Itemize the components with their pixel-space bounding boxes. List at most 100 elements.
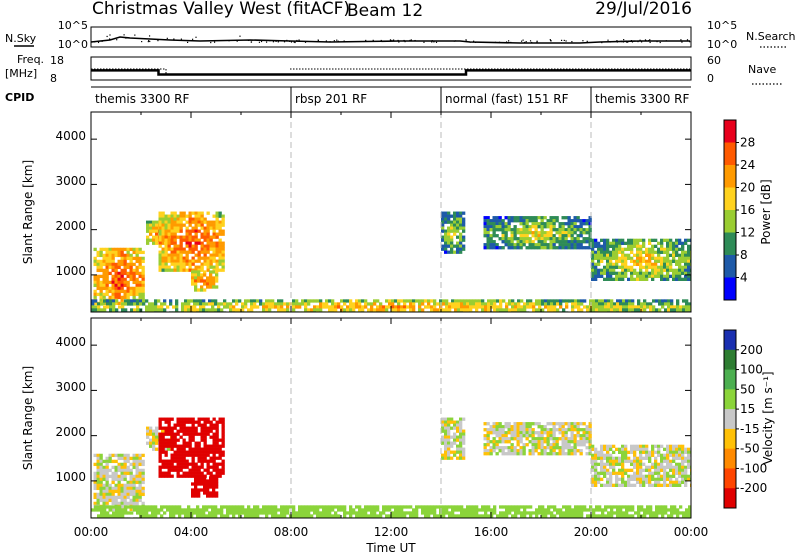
heatmap-cell	[609, 259, 613, 263]
heatmap-cell	[93, 477, 97, 482]
heatmap-cell	[564, 446, 568, 450]
heatmap-cell	[361, 299, 365, 303]
heatmap-cell	[481, 514, 485, 518]
power-ylabel: Slant Range [km]	[21, 160, 35, 264]
heatmap-cell	[96, 486, 100, 491]
heatmap-cell	[603, 465, 607, 469]
heatmap-cell	[102, 483, 106, 488]
heatmap-cell	[642, 447, 646, 451]
heatmap-cell	[684, 268, 688, 272]
heatmap-cell	[179, 447, 183, 451]
heatmap-cell	[522, 237, 526, 241]
heatmap-cell	[655, 508, 659, 512]
heatmap-cell	[109, 514, 113, 518]
heatmap-cell	[325, 505, 329, 509]
heatmap-cell	[621, 238, 625, 242]
heatmap-cell	[666, 453, 670, 457]
heatmap-cell	[158, 238, 162, 242]
heatmap-cell	[448, 511, 452, 515]
heatmap-cell	[376, 305, 380, 309]
heatmap-cell	[681, 247, 685, 251]
heatmap-cell	[453, 229, 457, 233]
heatmap-cell	[525, 246, 529, 250]
heatmap-cell	[123, 492, 127, 497]
heatmap-cell	[241, 508, 245, 512]
heatmap-cell	[489, 222, 493, 226]
heatmap-cell	[164, 474, 168, 478]
heatmap-cell	[561, 422, 565, 426]
heatmap-cell	[209, 247, 213, 251]
heatmap-cell	[615, 241, 619, 245]
heatmap-cell	[519, 222, 523, 226]
heatmap-cell	[182, 453, 186, 457]
heatmap-cell	[444, 247, 448, 251]
heatmap-cell	[212, 435, 216, 439]
heatmap-cell	[597, 453, 601, 457]
heatmap-cell	[448, 514, 452, 518]
heatmap-cell	[200, 429, 204, 433]
heatmap-cell	[681, 265, 685, 269]
heatmap-cell	[218, 247, 222, 251]
heatmap-cell	[123, 486, 127, 491]
heatmap-cell	[202, 305, 206, 309]
heatmap-cell	[209, 423, 213, 427]
heatmap-cell	[450, 238, 454, 242]
heatmap-cell	[141, 283, 145, 288]
heatmap-cell	[523, 508, 527, 512]
heatmap-cell	[120, 289, 124, 294]
heatmap-cell	[283, 511, 287, 515]
heatmap-cell	[181, 302, 185, 306]
heatmap-cell	[450, 444, 454, 448]
heatmap-cell	[96, 459, 100, 464]
heatmap-cell	[657, 265, 661, 269]
heatmap-cell	[187, 505, 191, 509]
heatmap-cell	[666, 259, 670, 263]
heatmap-cell	[658, 511, 662, 515]
heatmap-cell	[117, 247, 121, 252]
heatmap-cell	[194, 494, 198, 498]
heatmap-cell	[161, 265, 165, 269]
heatmap-cell	[132, 262, 136, 267]
heatmap-cell	[223, 514, 227, 518]
heatmap-cell	[459, 223, 463, 227]
heatmap-cell	[132, 492, 136, 497]
heatmap-cell	[173, 432, 177, 436]
heatmap-cell	[295, 299, 299, 303]
noise-panel: N.Sky 10^5 10^0 10^5 10^0 N.Search	[5, 19, 796, 51]
heatmap-cell	[106, 505, 110, 509]
heatmap-cell	[654, 480, 658, 484]
heatmap-cell	[109, 305, 113, 309]
heatmap-cell	[202, 302, 206, 306]
colorbar-tick: -50	[740, 442, 760, 456]
heatmap-cell	[456, 444, 460, 448]
heatmap-cell	[684, 459, 688, 463]
heatmap-cell	[562, 299, 566, 303]
heatmap-cell	[135, 292, 139, 297]
heatmap-cell	[498, 422, 502, 426]
heatmap-cell	[105, 283, 109, 288]
heatmap-cell	[660, 256, 664, 260]
heatmap-cell	[138, 483, 142, 488]
heatmap-cell	[600, 253, 604, 257]
heatmap-cell	[105, 462, 109, 467]
heatmap-cell	[256, 508, 260, 512]
heatmap-cell	[459, 214, 463, 218]
heatmap-cell	[459, 220, 463, 224]
heatmap-cell	[516, 216, 520, 220]
heatmap-cell	[161, 447, 165, 451]
heatmap-cell	[639, 274, 643, 278]
heatmap-cell	[167, 423, 171, 427]
heatmap-cell	[555, 440, 559, 444]
heatmap-cell	[441, 438, 445, 442]
heatmap-cell	[173, 226, 177, 230]
heatmap-cell	[135, 268, 139, 273]
heatmap-cell	[519, 431, 523, 435]
heatmap-cell	[209, 465, 213, 469]
heatmap-cell	[141, 250, 145, 255]
heatmap-cell	[540, 240, 544, 244]
heatmap-cell	[200, 285, 204, 289]
heatmap-cell	[666, 241, 670, 245]
heatmap-cell	[546, 443, 550, 447]
heatmap-cell	[679, 511, 683, 515]
heatmap-cell	[522, 449, 526, 453]
